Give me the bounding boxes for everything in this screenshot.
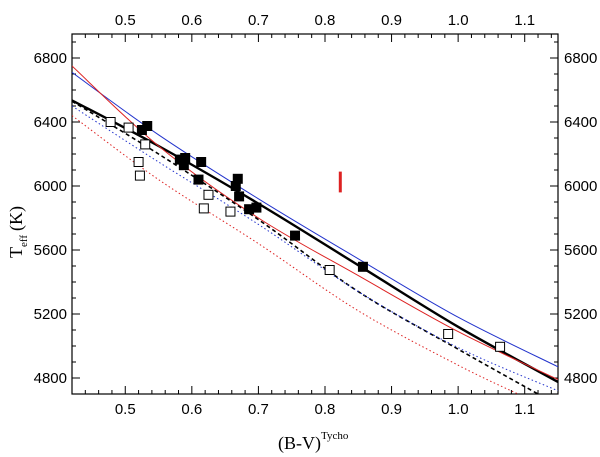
- x-axis-title-main: (B-V): [278, 433, 321, 454]
- y-tick-label-right: 6000: [564, 178, 597, 195]
- filled-square-point: [251, 202, 262, 213]
- axis-ticks: [71, 34, 558, 395]
- curve-2-solid: [72, 99, 558, 384]
- filled-square-point: [193, 174, 204, 185]
- filled-square-point: [230, 181, 241, 191]
- filled-square-point: [357, 261, 368, 272]
- axis-tick-labels: 0.5 0.5 0.6 0.6 0.7 0.7 0.8 0.8 0.9 0.9 1.0 1.0 1.1 1…: [34, 12, 598, 418]
- y-tick-label-right: 6400: [564, 114, 597, 131]
- y-tick-label-left: 6000: [34, 178, 67, 195]
- y-tick-label-left: 5600: [34, 242, 67, 259]
- x-tick-label-bottom: 0.9: [381, 401, 402, 418]
- series-lines: [72, 65, 558, 394]
- open-square-point: [105, 117, 116, 127]
- y-tick-label-right: 5600: [564, 242, 597, 259]
- filled-square-point: [234, 191, 245, 202]
- x-tick-label-bottom: 0.8: [315, 401, 336, 418]
- open-square-point: [133, 157, 144, 167]
- open-square-point: [225, 206, 236, 217]
- y-tick-label-left: 4800: [34, 370, 67, 387]
- open-square-point: [123, 122, 134, 133]
- x-tick-label-top: 0.9: [381, 12, 402, 29]
- curve-3-solid: [72, 71, 558, 368]
- x-tick-label-top: 1.1: [514, 12, 535, 29]
- x-tick-label-bottom: 1.1: [514, 401, 535, 418]
- filled-square-point: [180, 153, 191, 163]
- x-tick-label-top: 0.7: [248, 12, 269, 29]
- open-square-point: [443, 329, 454, 339]
- series-points: [105, 117, 506, 352]
- filled-square-point: [244, 204, 255, 215]
- x-axis-title-sup: Tycho: [321, 430, 349, 442]
- open-square-point: [140, 139, 151, 150]
- x-tick-label-top: 1.0: [448, 12, 469, 29]
- y-tick-label-left: 5200: [34, 306, 67, 323]
- x-axis-title: (B-V)Tycho: [278, 430, 349, 454]
- filled-square-point: [142, 121, 153, 131]
- x-tick-label-bottom: 0.7: [248, 401, 269, 418]
- open-square-point: [203, 189, 214, 200]
- curve-6-dotted: [72, 105, 558, 392]
- y-tick-label-left: 6800: [34, 50, 67, 67]
- filled-square-point: [232, 173, 243, 184]
- open-square-point: [495, 341, 506, 352]
- x-tick-label-bottom: 0.5: [115, 401, 136, 418]
- filled-square-point: [174, 154, 185, 165]
- filled-square-point: [136, 125, 147, 135]
- y-axis-title-unit: (K): [6, 206, 27, 231]
- curve-4-solid: [72, 65, 558, 381]
- filled-square-point: [178, 160, 189, 171]
- open-square-point: [198, 203, 209, 214]
- y-tick-label-right: 4800: [564, 370, 597, 387]
- y-axis-title-main: T: [6, 247, 26, 258]
- x-tick-label-top: 0.5: [115, 12, 136, 29]
- plot-frame: [71, 33, 559, 395]
- y-axis-title-sub: eff: [18, 235, 30, 247]
- x-tick-label-bottom: 1.0: [448, 401, 469, 418]
- filled-square-point: [290, 230, 301, 241]
- filled-square-point: [196, 157, 207, 167]
- y-tick-label-right: 6800: [564, 50, 597, 67]
- y-tick-label-right: 5200: [564, 306, 597, 323]
- x-tick-label-top: 0.8: [315, 12, 336, 29]
- open-square-point: [134, 170, 145, 181]
- x-tick-label-bottom: 0.6: [181, 401, 202, 418]
- open-square-point: [324, 265, 335, 275]
- y-axis-title: Teff (K): [6, 206, 30, 258]
- curve-7-dotted: [72, 115, 519, 394]
- x-tick-label-top: 0.6: [181, 12, 202, 29]
- y-tick-label-left: 6400: [34, 114, 67, 131]
